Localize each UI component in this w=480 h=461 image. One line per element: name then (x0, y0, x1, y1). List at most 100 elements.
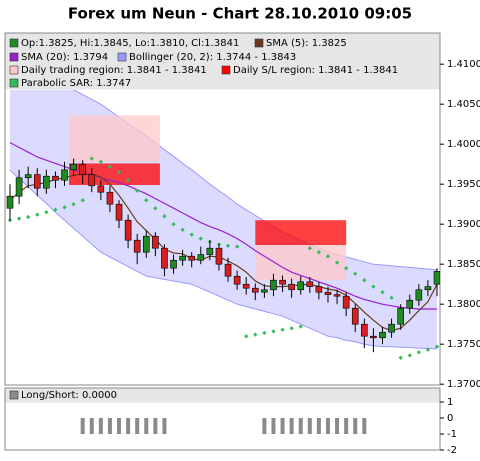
y-tick-label: 1.3700 (447, 379, 480, 390)
candle-body (306, 281, 314, 287)
sar-dot (53, 207, 58, 212)
sar-dot (271, 329, 276, 334)
candle-body (79, 163, 86, 175)
plot-area (6, 90, 440, 360)
candle-body (215, 247, 223, 265)
long-short-bar (289, 418, 294, 434)
candle-body (251, 287, 259, 293)
long-short-bar (98, 418, 103, 434)
candle-body (70, 163, 77, 171)
sar-dot (16, 216, 22, 221)
sar-dot (98, 159, 103, 164)
candle-body (415, 289, 423, 301)
candle-body (424, 286, 432, 291)
sar-dot (262, 330, 267, 336)
candle-body (324, 291, 332, 295)
sar-dot (334, 260, 340, 265)
candle-body (351, 307, 359, 325)
long-short-bar (126, 418, 131, 434)
sar-dot (353, 271, 358, 276)
sar-dot (407, 353, 412, 358)
y-tick-label: 1.3800 (447, 299, 480, 310)
sar-dot (307, 246, 312, 251)
sar-dot (171, 222, 176, 227)
sar-dot (125, 178, 131, 183)
legend-background (5, 388, 440, 403)
long-short-bar (107, 418, 112, 434)
candle-body (161, 247, 168, 269)
legend-swatch (9, 390, 19, 400)
legend-background (5, 33, 440, 90)
y-tick-label: 1.3850 (447, 259, 480, 270)
candle-body (288, 283, 295, 291)
long-short-bar (117, 418, 122, 434)
sar-dot (244, 334, 249, 339)
candle-body (270, 279, 277, 291)
legend-swatch (9, 52, 19, 62)
legend-label: Long/Short: 0.0000 (21, 390, 117, 401)
long-short-bar (325, 418, 330, 434)
y-tick-label: 1.4050 (447, 99, 480, 110)
long-short-bar (162, 418, 167, 434)
candle-body (361, 323, 368, 337)
legend-label: Parabolic SAR: 1.3747 (21, 78, 131, 89)
sar-dot (162, 214, 167, 219)
sar-dot (389, 295, 394, 300)
y-tick-label: 0 (447, 413, 453, 424)
long-short-bar (89, 418, 94, 434)
sar-dot (71, 202, 76, 207)
candle-body (279, 279, 286, 285)
y-tick-label: 1.3950 (447, 179, 480, 190)
candle-body (6, 195, 14, 209)
sar-dot (153, 206, 158, 211)
long-short-bar (353, 418, 358, 434)
candle-body (24, 174, 32, 179)
long-short-bar (262, 418, 267, 434)
sar-dot (107, 164, 113, 169)
candle-body (397, 307, 404, 325)
sar-dot (380, 290, 385, 295)
overlay: 1.3700 1.3750 1.3800 1.3850 1.3900 1.3950 1.40… (9, 38, 480, 456)
sar-dot (235, 244, 240, 249)
candle-body (333, 294, 341, 297)
sar-dot (362, 278, 367, 283)
candle-body (170, 259, 177, 269)
candle-body (97, 185, 105, 193)
legend-swatch (9, 38, 19, 48)
sar-dot (371, 284, 376, 289)
series-group (6, 90, 440, 360)
long-short-bar (335, 418, 340, 434)
candle-body (106, 191, 114, 205)
legend-label: SMA (20): 1.3794 (21, 52, 108, 63)
candle-body (370, 335, 377, 339)
long-short-bar (135, 418, 140, 434)
legend-swatch (221, 65, 231, 75)
long-short-bar (280, 418, 285, 434)
long-short-bar (298, 418, 303, 434)
bollinger-lower (9, 169, 438, 350)
candle-body (197, 254, 205, 261)
sar-dot (80, 198, 85, 203)
candle-body (115, 203, 123, 221)
candle-body (406, 299, 414, 309)
bollinger-upper (72, 90, 438, 271)
y-tick-label: 1.4100 (447, 59, 480, 70)
candle-body (233, 275, 241, 285)
long-short-bar (144, 418, 149, 434)
region (69, 115, 160, 162)
candle-body (433, 271, 440, 285)
candle-body (379, 331, 386, 339)
legend-swatch (9, 78, 19, 88)
sar-dot (144, 198, 149, 203)
long-short-bar (316, 418, 321, 434)
sar-dot (44, 210, 49, 215)
candle-body (33, 174, 41, 189)
candle-body (315, 286, 323, 293)
candle-body (52, 175, 59, 181)
y-tick-label: 1.3750 (447, 339, 480, 350)
legend-swatch (254, 38, 264, 48)
candle-body (342, 295, 350, 309)
long-short-bar (80, 418, 85, 434)
sar-dot (280, 327, 285, 332)
